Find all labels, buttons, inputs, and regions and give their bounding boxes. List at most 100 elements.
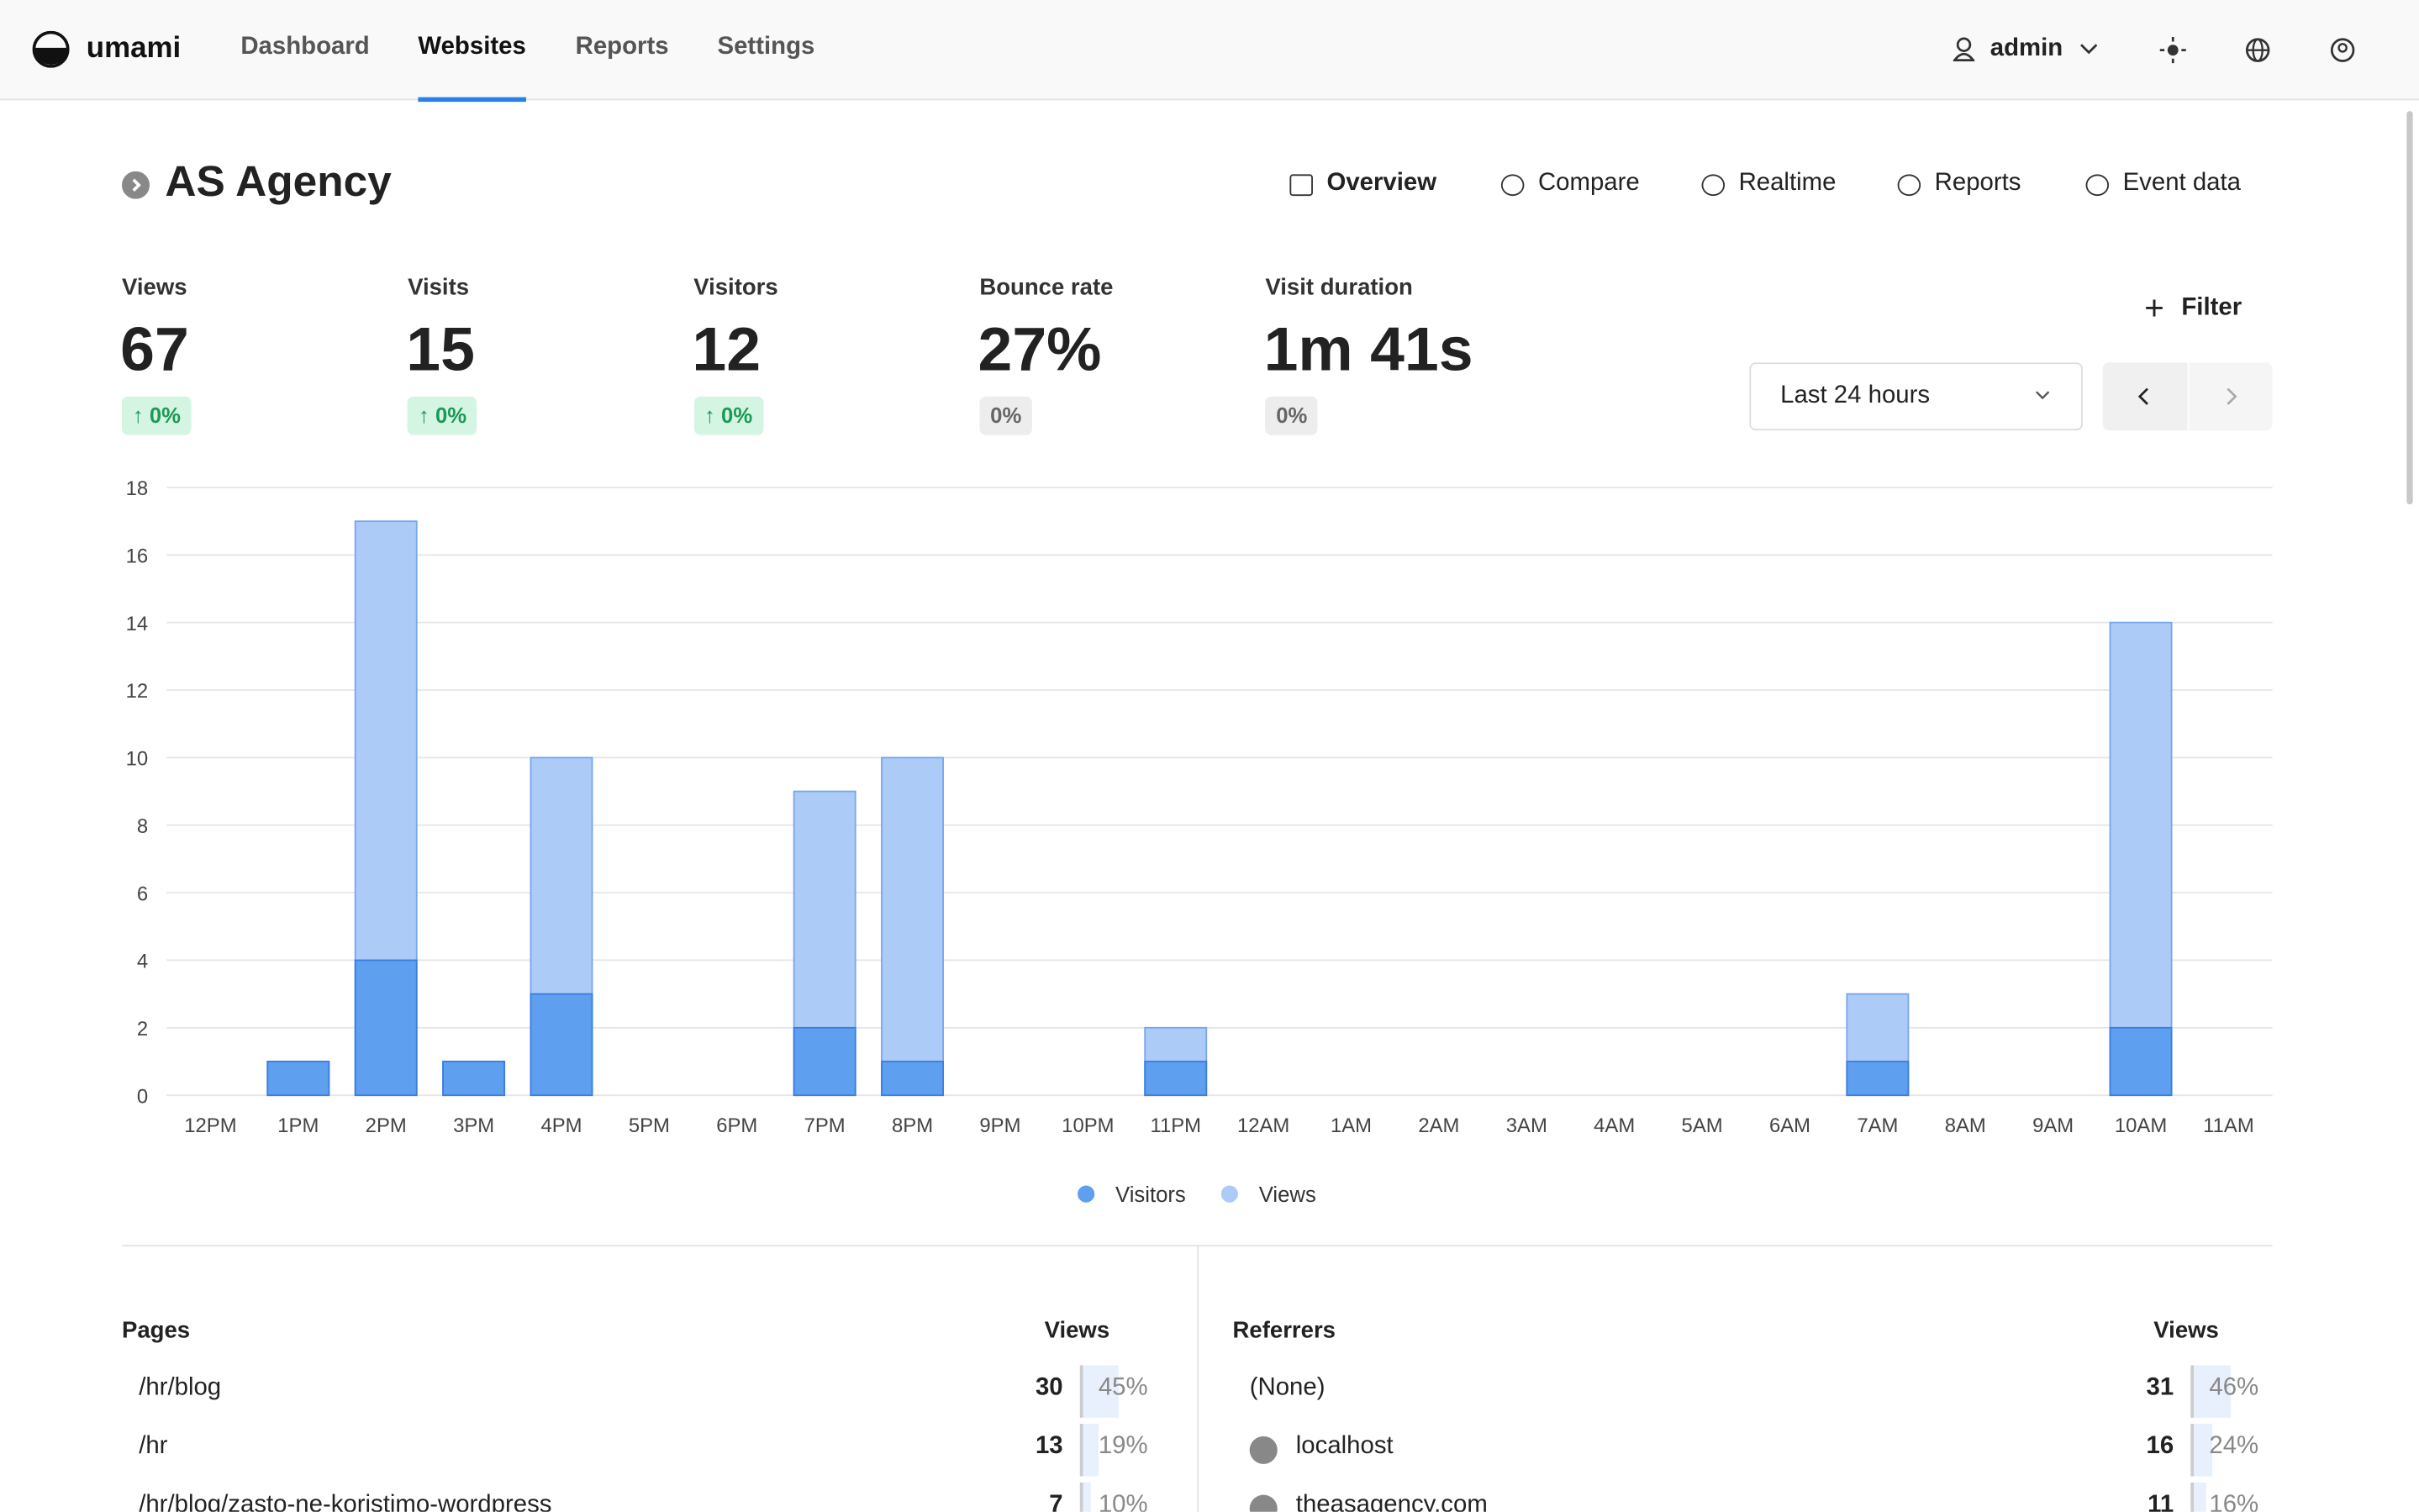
bar <box>1846 1061 1910 1097</box>
bar <box>530 993 593 1097</box>
row-views: 11 <box>2148 1491 2174 1512</box>
profile-button[interactable] <box>2330 37 2356 63</box>
chevron <box>2080 44 2098 55</box>
table-metric: Views <box>2153 1317 2219 1344</box>
metric-change: 0% <box>1265 396 1319 435</box>
arrow-up: ↑ <box>704 403 722 428</box>
x-tick-label: 10PM <box>1062 1114 1114 1137</box>
row-views: 31 <box>2146 1374 2174 1401</box>
user-icon <box>1953 37 1975 61</box>
tab[interactable]: Compare <box>1537 169 1640 197</box>
x-tick-label: 1PM <box>277 1114 319 1137</box>
x-tick-label: 4PM <box>540 1114 582 1137</box>
share-bar <box>1079 1424 1099 1477</box>
tab-icon <box>1289 174 1313 197</box>
legend-label: Views <box>1259 1183 1316 1207</box>
legend-label: Visitors <box>1115 1183 1186 1207</box>
x-tick-label: 7PM <box>804 1114 846 1137</box>
website-icon <box>122 171 150 199</box>
nav-link[interactable]: Settings <box>717 34 815 61</box>
active-underline <box>418 97 526 103</box>
change-value: 0% <box>1276 403 1308 428</box>
theme-button[interactable] <box>2159 37 2186 64</box>
metric-value: 15 <box>406 316 475 385</box>
y-tick-label: 4 <box>137 951 148 973</box>
table-metric: Views <box>1044 1317 1110 1344</box>
range-select[interactable] <box>1749 362 2083 431</box>
y-tick-label: 8 <box>137 815 148 838</box>
metric-value: 67 <box>120 316 189 385</box>
nav-link[interactable]: Websites <box>418 34 526 61</box>
divider <box>122 1245 2273 1247</box>
share-bar <box>1079 1482 1092 1512</box>
metric-label: Visit duration <box>1265 274 1413 301</box>
share-label: 16% <box>2209 1491 2259 1512</box>
share-bar <box>2190 1424 2213 1477</box>
bar <box>266 1061 330 1097</box>
tab[interactable]: Reports <box>1934 169 2021 197</box>
nav-link[interactable]: Reports <box>575 34 669 61</box>
x-tick-label: 6AM <box>1769 1114 1810 1137</box>
x-tick-label: 9AM <box>2032 1114 2074 1137</box>
prev-icon <box>2137 387 2148 405</box>
row-label: /hr <box>139 1433 168 1460</box>
x-tick-label: 6PM <box>716 1114 757 1137</box>
y-tick-label: 12 <box>126 680 149 703</box>
row-label: /hr/blog/zasto-ne-koristimo-wordpress <box>139 1491 552 1512</box>
share-label: 10% <box>1098 1491 1148 1512</box>
table-title: Pages <box>122 1317 191 1344</box>
brand: umami <box>86 32 182 66</box>
bar <box>2109 1026 2173 1097</box>
x-tick-label: 1AM <box>1331 1114 1372 1137</box>
x-tick-label: 5PM <box>629 1114 670 1137</box>
x-tick-label: 3AM <box>1506 1114 1547 1137</box>
tab[interactable]: Realtime <box>1738 169 1837 197</box>
row-views: 30 <box>1035 1374 1063 1401</box>
range-label: Last 24 hours <box>1780 382 1931 409</box>
next-button[interactable] <box>2189 362 2273 431</box>
bar <box>354 959 418 1097</box>
share-label: 24% <box>2209 1433 2259 1460</box>
share-bar <box>2190 1482 2207 1512</box>
tab[interactable]: Event data <box>2122 169 2242 197</box>
website-title: AS Agency <box>165 157 392 206</box>
x-tick-label: 2PM <box>366 1114 407 1137</box>
user-menu[interactable]: admin <box>1989 35 2063 62</box>
share-label: 46% <box>2209 1374 2259 1401</box>
metric-value: 12 <box>692 316 762 385</box>
filter-button[interactable]: Filter <box>2181 294 2242 321</box>
tab-icon <box>1500 174 1525 197</box>
y-tick-label: 0 <box>137 1085 148 1108</box>
metric-change: 0% <box>979 396 1033 435</box>
legend-swatch <box>1220 1185 1238 1203</box>
tab[interactable]: Overview <box>1326 169 1437 197</box>
change-value: 0% <box>149 403 181 428</box>
metric-value: 27% <box>978 316 1102 385</box>
metric-value: 1m 41s <box>1263 316 1473 385</box>
y-tick-label: 16 <box>126 545 149 568</box>
scrollbar <box>2406 111 2413 505</box>
prev-button[interactable] <box>2102 362 2188 431</box>
y-tick-label: 18 <box>126 477 149 500</box>
share-label: 19% <box>1098 1433 1148 1460</box>
row-views: 16 <box>2146 1433 2174 1460</box>
x-tick-label: 5AM <box>1682 1114 1723 1137</box>
bar <box>442 1061 506 1097</box>
share-bar <box>2190 1365 2231 1418</box>
bar <box>881 756 945 1097</box>
language-button[interactable] <box>2245 37 2271 63</box>
next-icon <box>2227 387 2237 405</box>
row-label: /hr/blog <box>139 1374 222 1401</box>
metric-change: ↑ 0% <box>408 396 477 435</box>
nav-link[interactable]: Dashboard <box>240 34 370 61</box>
metric-label: Views <box>122 274 187 301</box>
x-tick-label: 3PM <box>453 1114 494 1137</box>
x-tick-label: 8AM <box>1945 1114 1986 1137</box>
table-title: Referrers <box>1232 1317 1336 1344</box>
filter-plus: + <box>2144 288 2164 328</box>
x-tick-label: 9PM <box>979 1114 1020 1137</box>
row-label: localhost <box>1295 1433 1394 1460</box>
x-tick-label: 8PM <box>892 1114 933 1137</box>
change-value: 0% <box>990 403 1022 428</box>
change-value: 0% <box>721 403 753 428</box>
